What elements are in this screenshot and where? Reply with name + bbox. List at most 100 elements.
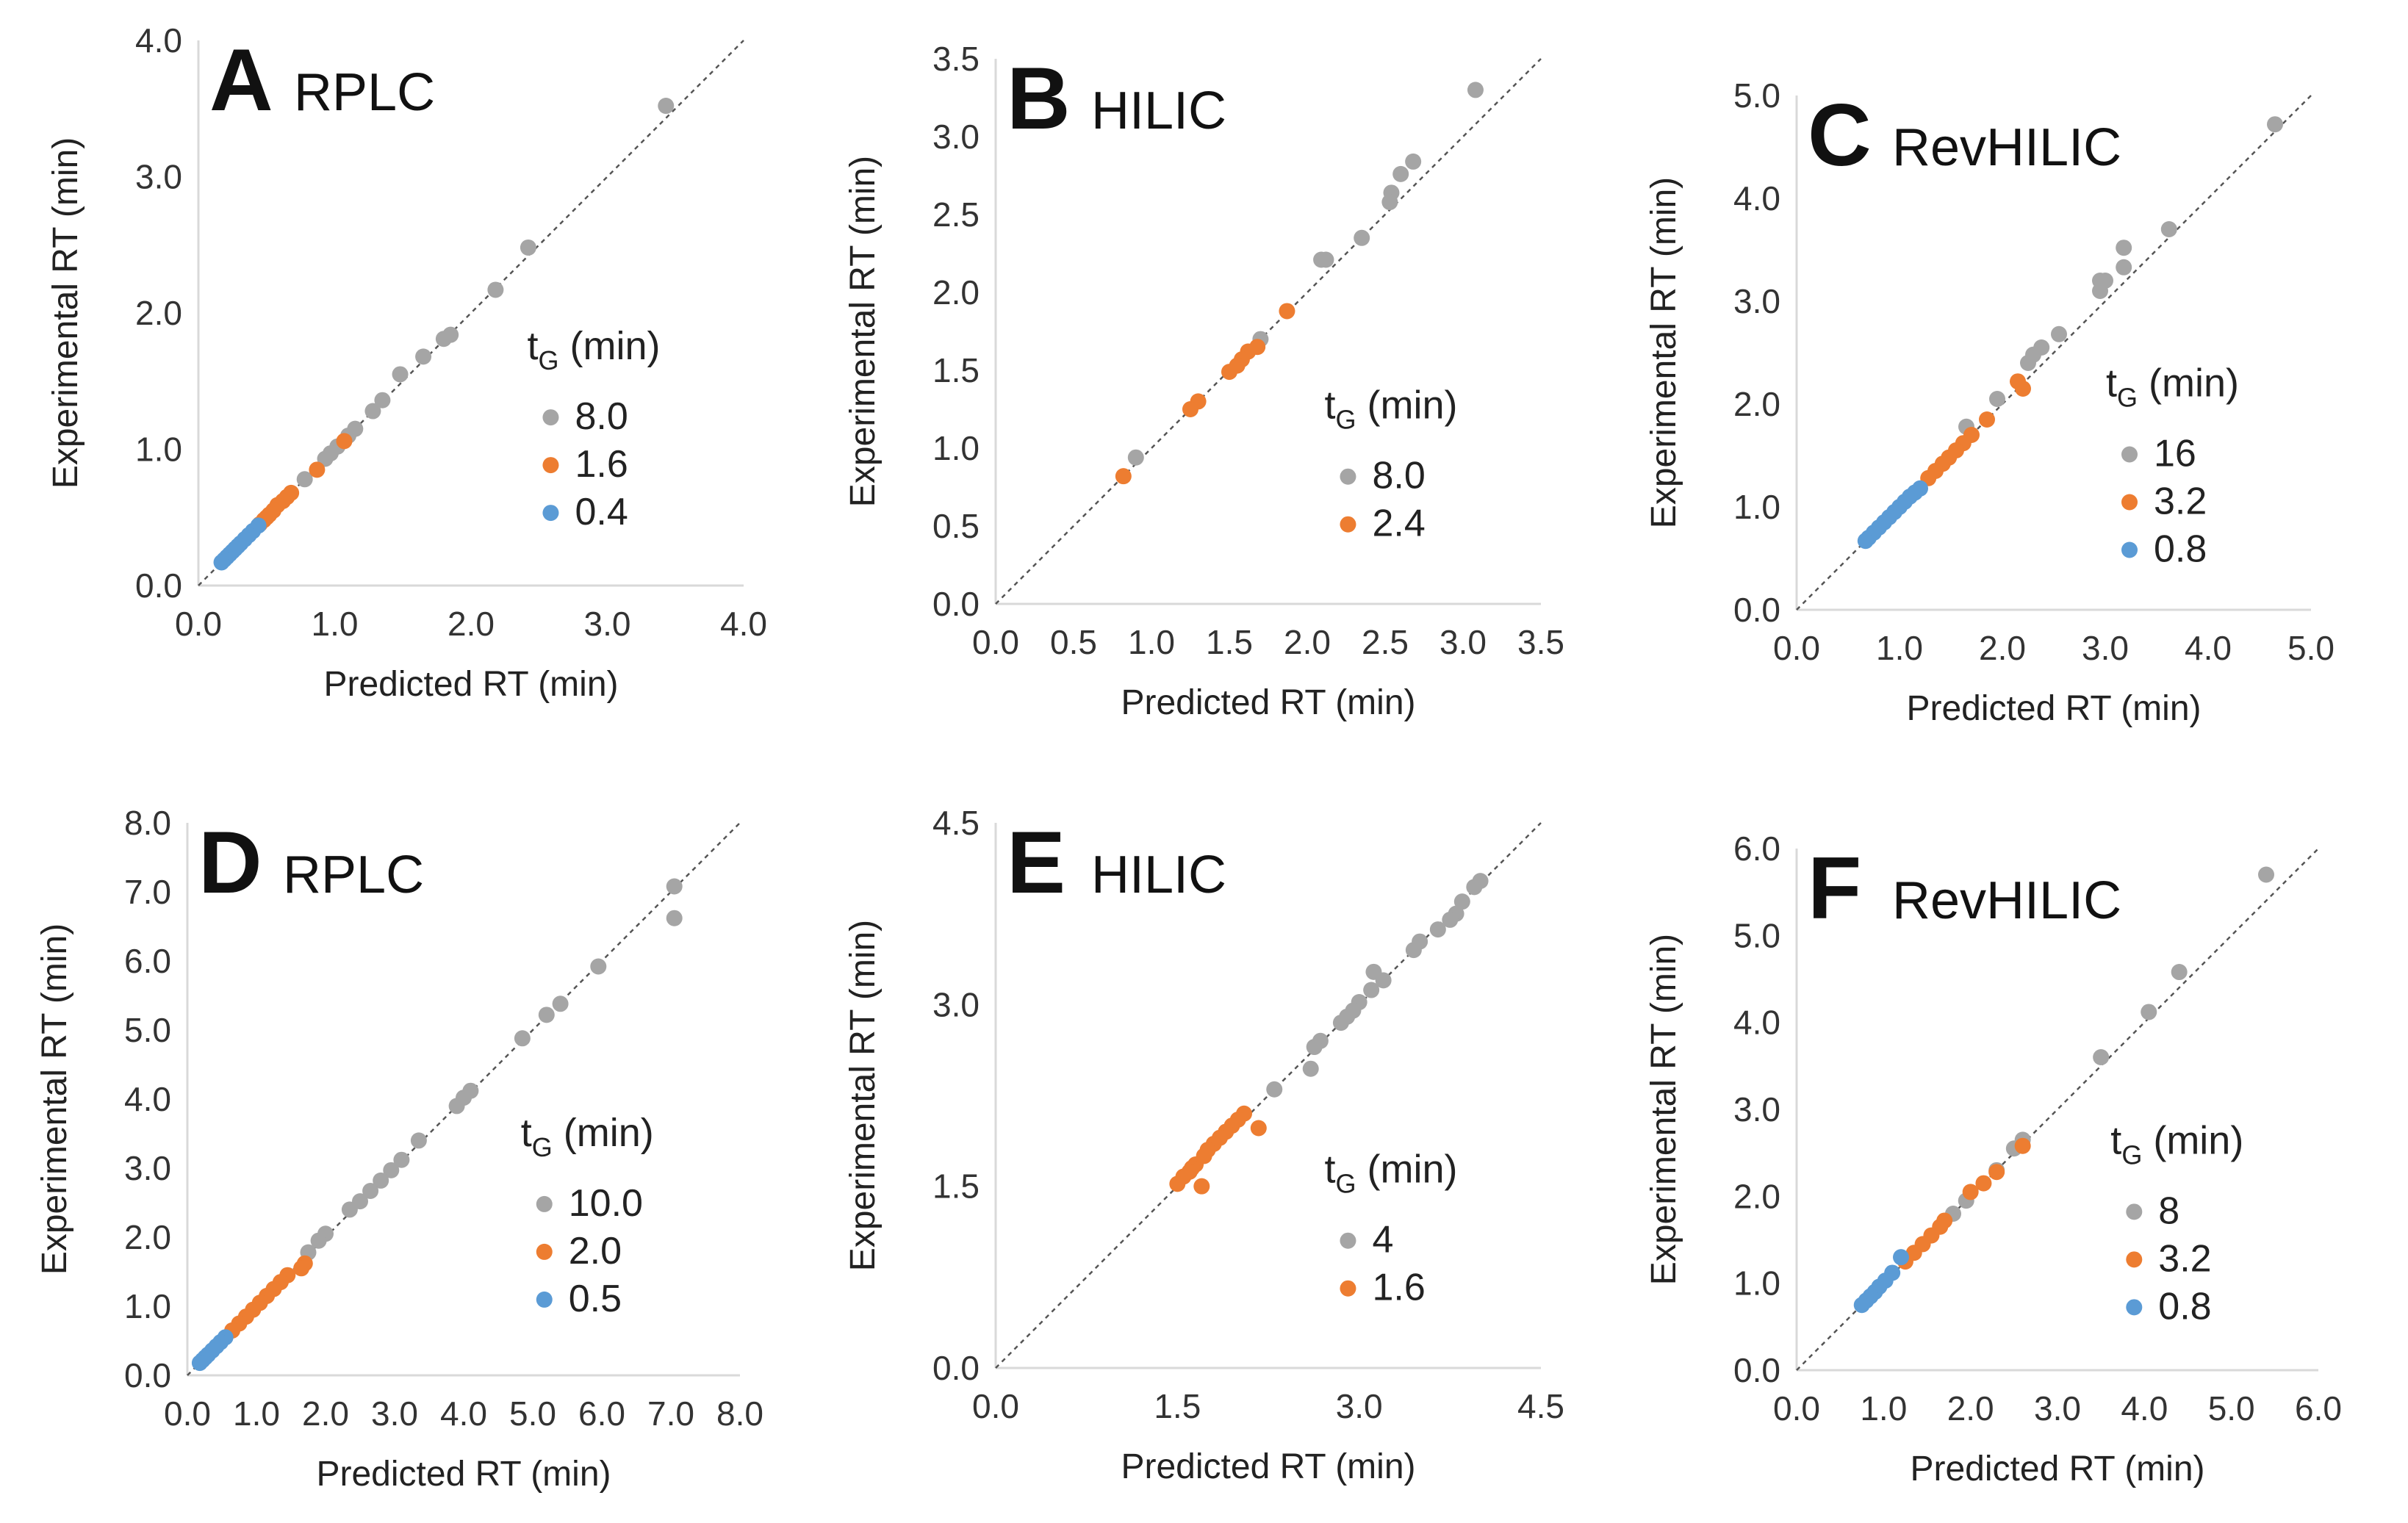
data-point <box>1169 1175 1186 1192</box>
x-tick-label: 2.5 <box>1362 623 1409 661</box>
y-tick-label: 0.0 <box>932 1349 980 1387</box>
x-tick-label: 4.5 <box>1517 1387 1564 1425</box>
legend-title: tG (min) <box>2110 1118 2243 1170</box>
series-2.0 <box>224 1255 313 1339</box>
data-point <box>2020 355 2036 371</box>
data-point <box>296 471 313 488</box>
series-3.2 <box>1920 373 2031 486</box>
data-point <box>1467 82 1484 98</box>
data-point <box>1363 982 1380 998</box>
x-tick-label: 3.0 <box>1440 623 1487 661</box>
data-point <box>1857 533 1874 550</box>
identity-line <box>995 58 1542 605</box>
legend-label: 10.0 <box>569 1182 643 1225</box>
data-point <box>1115 468 1132 485</box>
data-point <box>1182 401 1198 417</box>
data-point <box>1405 942 1422 959</box>
legend-label: 2.0 <box>569 1230 622 1272</box>
data-point <box>1266 1081 1283 1098</box>
y-tick-label: 3.0 <box>932 118 980 156</box>
legend-title: tG (min) <box>1324 384 1457 435</box>
data-point <box>2010 373 2026 390</box>
panel-a: 0.0 1.0 2.0 3.0 4.0 0.0 1.0 2.0 3.0 4.0 Predicted … <box>46 21 767 704</box>
legend-label: 0.8 <box>2158 1285 2211 1328</box>
data-point <box>666 878 683 895</box>
legend-label: 8 <box>2158 1189 2179 1232</box>
data-point <box>336 433 353 450</box>
y-tick-label: 2.0 <box>124 1218 171 1256</box>
y-tick-label: 0.5 <box>932 507 980 545</box>
series-0.4 <box>213 517 267 571</box>
x-tick-label: 6.0 <box>2295 1389 2342 1427</box>
legend-marker <box>2126 1299 2143 1316</box>
x-tick-label: 0.0 <box>164 1394 211 1433</box>
data-point <box>1893 1249 1909 1266</box>
legend-marker <box>542 505 559 522</box>
data-point <box>2258 866 2274 883</box>
series-1.6 <box>1169 1105 1267 1195</box>
data-point <box>1392 165 1409 182</box>
y-tick-label: 1.0 <box>932 429 980 467</box>
data-point <box>435 331 452 348</box>
x-tick-label: 6.0 <box>578 1394 625 1433</box>
data-point <box>2093 1049 2110 1065</box>
data-point <box>1989 391 2005 407</box>
data-point <box>191 1355 208 1372</box>
x-tick-label: 3.0 <box>371 1394 418 1433</box>
y-tick-label: 1.0 <box>1733 488 1780 526</box>
series-8.0 <box>296 98 675 488</box>
data-point <box>1354 229 1370 246</box>
y-tick-label: 5.0 <box>1733 76 1780 115</box>
x-tick-label: 7.0 <box>647 1394 694 1433</box>
data-point <box>590 958 607 975</box>
x-tick-label: 4.0 <box>720 605 767 643</box>
series-0.5 <box>191 1329 234 1372</box>
data-point <box>552 995 569 1012</box>
y-axis-title: Experimental RT (min) <box>1645 177 1683 528</box>
data-point <box>1853 1297 1870 1314</box>
panel-mode-label: HILIC <box>1091 846 1226 904</box>
y-axis-title: Experimental RT (min) <box>844 920 883 1271</box>
data-point <box>393 1151 410 1168</box>
legend-label: 4 <box>1372 1219 1393 1261</box>
y-tick-label: 2.0 <box>1733 1177 1780 1215</box>
y-axis-title: Experimental RT (min) <box>46 137 85 489</box>
x-tick-label: 3.0 <box>584 605 631 643</box>
legend-label: 2.4 <box>1372 503 1425 545</box>
data-point <box>1193 1178 1210 1195</box>
data-point <box>520 239 536 256</box>
data-point <box>373 1172 389 1189</box>
y-tick-label: 0.0 <box>124 1356 171 1394</box>
data-point <box>415 348 432 365</box>
x-tick-label: 0.5 <box>1050 623 1097 661</box>
legend-title: tG (min) <box>2106 361 2239 413</box>
x-tick-label: 4.0 <box>440 1394 487 1433</box>
data-point <box>1979 411 1995 428</box>
series-4 <box>1266 873 1489 1098</box>
x-tick-label: 5.0 <box>2287 629 2335 667</box>
y-tick-label: 4.0 <box>1733 179 1780 217</box>
x-axis-title: Predicted RT (min) <box>1906 689 2201 728</box>
y-tick-label: 3.0 <box>1733 1090 1780 1128</box>
x-tick-label: 0.0 <box>972 1387 1019 1425</box>
legend-marker <box>2121 494 2138 511</box>
data-point <box>1365 963 1382 980</box>
x-tick-label: 3.0 <box>2034 1389 2081 1427</box>
legend-marker <box>536 1243 553 1260</box>
identity-line <box>1796 95 2312 611</box>
y-tick-label: 0.0 <box>135 566 182 605</box>
series-16 <box>1958 116 2283 435</box>
x-tick-label: 3.0 <box>2082 629 2129 667</box>
y-tick-label: 1.0 <box>124 1287 171 1325</box>
legend-marker <box>2121 541 2138 558</box>
y-axis-title: Experimental RT (min) <box>844 156 883 507</box>
y-tick-label: 3.0 <box>124 1149 171 1187</box>
legend-label: 8.0 <box>1372 455 1425 497</box>
y-tick-label: 6.0 <box>124 942 171 980</box>
panel-mode-label: RevHILIC <box>1892 118 2121 177</box>
data-point <box>1381 194 1398 211</box>
panel-b: 0.0 0.5 1.0 1.5 2.0 2.5 3.0 3.5 0.0 0.5 1.0 1.5 2.0 2… <box>844 40 1564 722</box>
y-tick-label: 3.0 <box>1733 282 1780 320</box>
data-point <box>2171 964 2188 981</box>
data-point <box>2160 221 2177 237</box>
